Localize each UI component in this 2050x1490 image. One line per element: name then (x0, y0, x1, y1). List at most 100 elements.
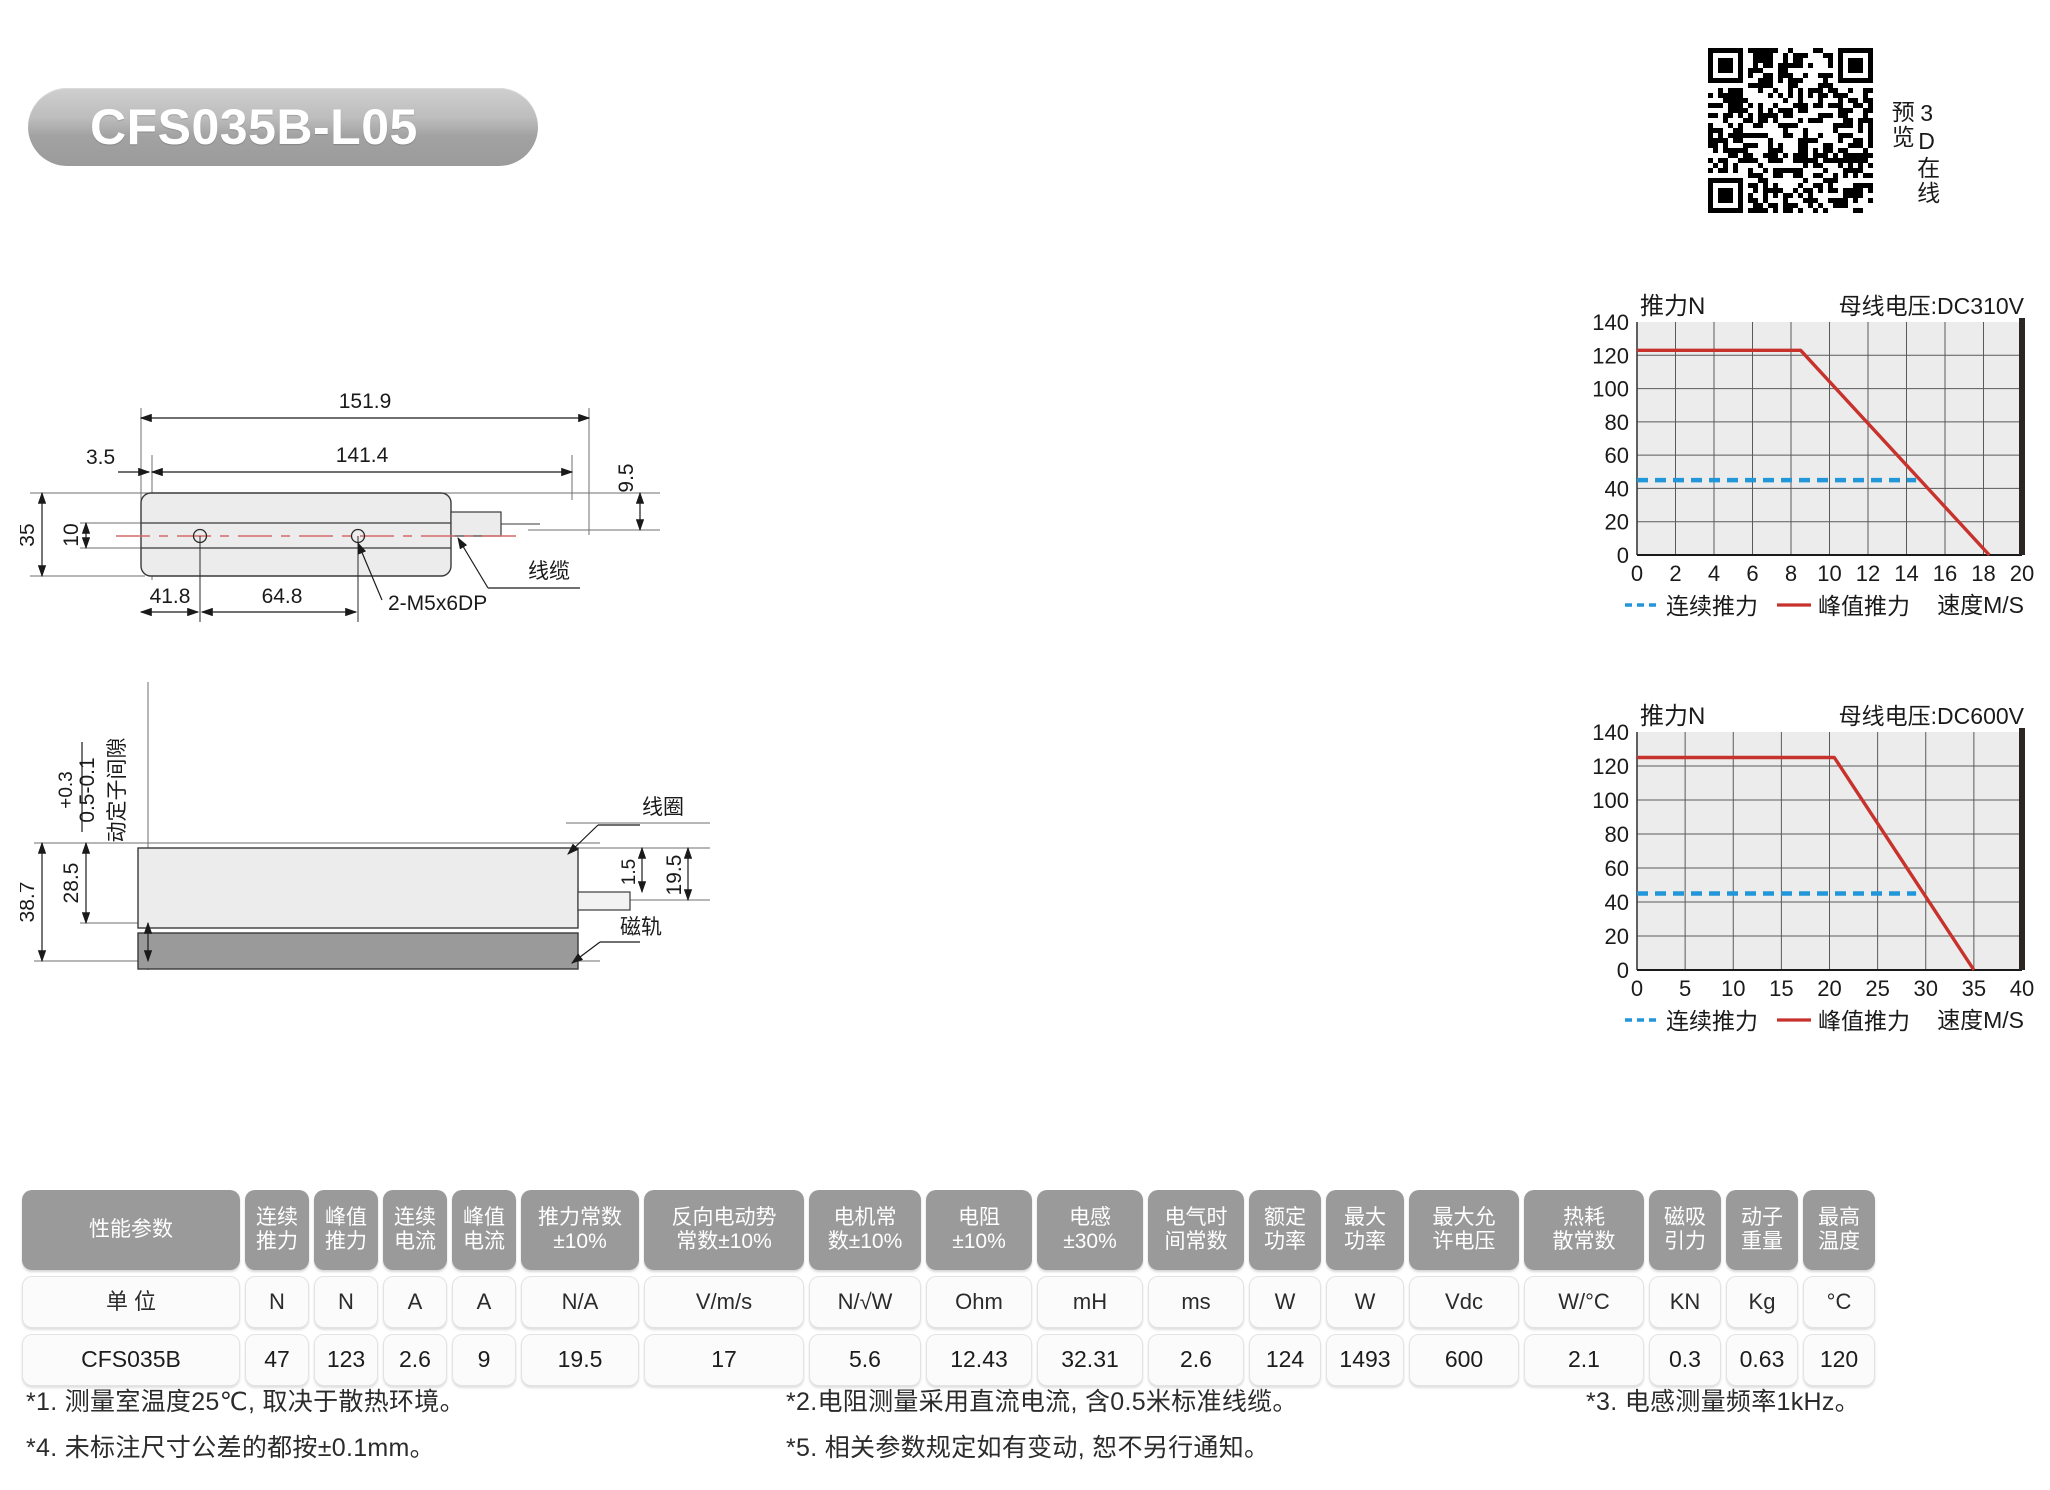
svg-text:20: 20 (1605, 510, 1629, 535)
spec-header-cell: 反向电动势 常数±10% (644, 1190, 804, 1270)
spec-header-line1: 最大 (1344, 1206, 1386, 1230)
spec-unit-cell: W (1249, 1276, 1321, 1328)
svg-text:2: 2 (1669, 561, 1681, 586)
spec-header-cell: 峰值 电流 (452, 1190, 516, 1270)
spec-header-line1: 电感 (1069, 1206, 1111, 1230)
spec-value-cell: 1493 (1326, 1334, 1404, 1386)
spec-header-line2: 引力 (1664, 1230, 1706, 1253)
chart-dc600v: 0 20 40 60 80 100 120 140 0 5 10 15 20 25 30 35 40 推力N 母线电… (1580, 700, 2050, 1045)
dim-hole-pitch: 64.8 (262, 585, 303, 608)
svg-text:5: 5 (1679, 976, 1691, 1001)
spec-header-line2: 数±10% (827, 1230, 903, 1253)
spec-header-cell: 连续 推力 (245, 1190, 309, 1270)
svg-text:峰值推力: 峰值推力 (1818, 593, 1910, 619)
spec-header-line1: 电阻 (958, 1206, 1000, 1230)
spec-value-cell: 2.6 (383, 1334, 447, 1386)
spec-unit-cell: N (314, 1276, 378, 1328)
dim-body-length: 141.4 (336, 444, 389, 467)
dim-cable-height: 9.5 (615, 463, 638, 492)
dim-hole1-x: 41.8 (150, 585, 191, 608)
spec-header-cell: 峰值 推力 (314, 1190, 378, 1270)
dim-gap-label: 动定子间隙 (106, 738, 129, 843)
spec-header-line2: 电流 (394, 1230, 436, 1253)
footnote-5: *5. 相关参数规定如有变动, 恕不另行通知。 (786, 1434, 1270, 1462)
spec-unit-cell: W/°C (1524, 1276, 1644, 1328)
dim-overall-width: 35 (20, 523, 39, 546)
spec-header-cell: 性能参数 (22, 1190, 240, 1270)
svg-text:8: 8 (1785, 561, 1797, 586)
spec-unit-cell: Ohm (926, 1276, 1032, 1328)
dim-cable-thickness: 1.5 (619, 859, 640, 885)
svg-text:60: 60 (1605, 856, 1629, 881)
spec-header-line2: 电流 (463, 1230, 505, 1253)
spec-value-cell: 47 (245, 1334, 309, 1386)
spec-value-cell: 0.3 (1649, 1334, 1721, 1386)
svg-text:80: 80 (1605, 410, 1629, 435)
svg-text:12: 12 (1856, 561, 1880, 586)
footnote-4: *4. 未标注尺寸公差的都按±0.1mm。 (26, 1434, 435, 1462)
spec-header-cell: 磁吸 引力 (1649, 1190, 1721, 1270)
dim-left-offset: 3.5 (86, 446, 115, 469)
spec-unit-cell: ms (1148, 1276, 1244, 1328)
spec-unit-cell: N/√W (809, 1276, 921, 1328)
spec-header-line1: 反向电动势 (671, 1206, 777, 1230)
spec-header-line2: 推力 (325, 1230, 367, 1253)
spec-column-1: 连续 推力 N 47 (245, 1190, 309, 1386)
svg-text:35: 35 (1962, 976, 1986, 1001)
spec-header-cell: 动子 重量 (1726, 1190, 1798, 1270)
svg-text:0: 0 (1631, 976, 1643, 1001)
svg-text:10: 10 (1721, 976, 1745, 1001)
page-title: CFS035B-L05 (90, 99, 418, 155)
spec-header-line2: 功率 (1264, 1230, 1306, 1253)
spec-column-15: 磁吸 引力 KN 0.3 (1649, 1190, 1721, 1386)
spec-value-cell: 9 (452, 1334, 516, 1386)
spec-value-cell: 0.63 (1726, 1334, 1798, 1386)
spec-value-cell: 123 (314, 1334, 378, 1386)
spec-unit-cell: V/m/s (644, 1276, 804, 1328)
spec-header-cell: 电机常 数±10% (809, 1190, 921, 1270)
spec-header-cell: 热耗 散常数 (1524, 1190, 1644, 1270)
spec-value-cell: 12.43 (926, 1334, 1032, 1386)
spec-header-line1: 连续 (394, 1206, 436, 1230)
qr-code-icon[interactable] (1708, 48, 1873, 213)
dim-cable-offset: 19.5 (663, 855, 686, 896)
svg-text:40: 40 (2010, 976, 2034, 1001)
spec-unit-cell: Kg (1726, 1276, 1798, 1328)
spec-header-line2: ±30% (1063, 1230, 1117, 1253)
spec-column-12: 最大 功率 W 1493 (1326, 1190, 1404, 1386)
label-magnet-track: 磁轨 (620, 916, 662, 939)
svg-text:速度M/S: 速度M/S (1937, 592, 2024, 618)
label-holes: 2-M5x6DP (388, 592, 487, 615)
footnote-1: *1. 测量室温度25℃, 取决于散热环境。 (26, 1388, 465, 1416)
spec-column-6: 反向电动势 常数±10% V/m/s 17 (644, 1190, 804, 1386)
spec-unit-cell: A (383, 1276, 447, 1328)
spec-column-7: 电机常 数±10% N/√W 5.6 (809, 1190, 921, 1386)
spec-header-line1: 最大允 (1432, 1206, 1496, 1230)
spec-value-cell: 19.5 (521, 1334, 639, 1386)
spec-header-line2: 散常数 (1552, 1230, 1616, 1253)
qr-label: 3D在线预览 (1888, 100, 1940, 206)
spec-header-cell: 电感 ±30% (1037, 1190, 1143, 1270)
svg-text:120: 120 (1592, 754, 1629, 779)
spec-header-line1: 最高 (1818, 1206, 1860, 1230)
footnotes: *1. 测量室温度25℃, 取决于散热环境。 *2.电阻测量采用直流电流, 含0… (26, 1382, 2016, 1474)
spec-header-cell: 连续 电流 (383, 1190, 447, 1270)
spec-header-line2: 常数±10% (676, 1230, 772, 1253)
footnote-row-1: *1. 测量室温度25℃, 取决于散热环境。 *2.电阻测量采用直流电流, 含0… (26, 1382, 2016, 1418)
spec-unit-cell: °C (1803, 1276, 1875, 1328)
spec-header-line2: 许电压 (1432, 1230, 1496, 1253)
spec-unit-cell: N (245, 1276, 309, 1328)
spec-unit-cell: Vdc (1409, 1276, 1519, 1328)
svg-text:14: 14 (1894, 561, 1918, 586)
svg-text:速度M/S: 速度M/S (1937, 1007, 2024, 1033)
spec-header-line1: 动子 (1741, 1206, 1783, 1230)
dim-overall-length: 151.9 (339, 390, 392, 413)
spec-value-cell: 124 (1249, 1334, 1321, 1386)
spec-unit-cell: W (1326, 1276, 1404, 1328)
footnote-spacer (1586, 1428, 2006, 1464)
spec-value-cell: 32.31 (1037, 1334, 1143, 1386)
spec-column-16: 动子 重量 Kg 0.63 (1726, 1190, 1798, 1386)
svg-text:20: 20 (2010, 561, 2034, 586)
dim-hole-width: 10 (60, 523, 83, 546)
spec-header-line2: 重量 (1741, 1230, 1783, 1253)
